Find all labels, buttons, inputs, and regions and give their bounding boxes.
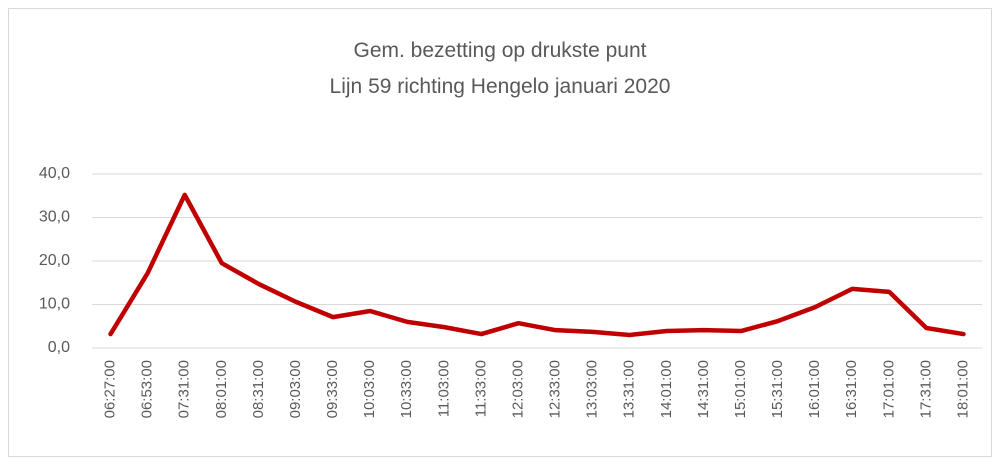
x-tick-label: 07:31:00 (176, 360, 193, 418)
y-tick-label: 10,0 (39, 296, 70, 313)
x-tick-label: 09:33:00 (324, 360, 341, 418)
x-tick-label: 18:01:00 (954, 360, 971, 418)
x-tick-label: 14:01:00 (658, 360, 675, 418)
x-tick-label: 12:03:00 (509, 360, 526, 418)
chart-subtitle: Lijn 59 richting Hengelo januari 2020 (330, 75, 671, 98)
x-tick-label: 13:03:00 (584, 360, 601, 418)
x-tick-label: 12:33:00 (547, 360, 564, 418)
y-tick-label: 40,0 (39, 165, 70, 182)
x-tick-label: 08:01:00 (213, 360, 230, 418)
x-tick-label: 15:31:00 (769, 360, 786, 418)
x-tick-label: 08:31:00 (250, 360, 267, 418)
x-tick-label: 17:31:00 (917, 360, 934, 418)
x-tick-label: 10:33:00 (398, 360, 415, 418)
y-tick-label: 20,0 (39, 252, 70, 269)
x-tick-label: 09:03:00 (287, 360, 304, 418)
x-tick-label: 16:31:00 (843, 360, 860, 418)
x-tick-label: 17:01:00 (880, 360, 897, 418)
x-tick-label: 14:31:00 (695, 360, 712, 418)
x-tick-label: 15:01:00 (732, 360, 749, 418)
x-tick-label: 11:33:00 (472, 360, 489, 417)
x-tick-label: 13:31:00 (621, 360, 638, 418)
data-line (108, 192, 966, 338)
y-tick-label: 0,0 (48, 339, 70, 356)
y-tick-label: 30,0 (39, 209, 70, 226)
chart-border (8, 8, 992, 457)
x-tick-label: 10:03:00 (361, 360, 378, 418)
x-tick-label: 06:53:00 (139, 360, 156, 418)
x-tick-label: 11:03:00 (435, 360, 452, 417)
x-tick-label: 06:27:00 (102, 360, 119, 418)
chart-title: Gem. bezetting op drukste punt (353, 39, 646, 62)
x-tick-label: 16:01:00 (806, 360, 823, 418)
